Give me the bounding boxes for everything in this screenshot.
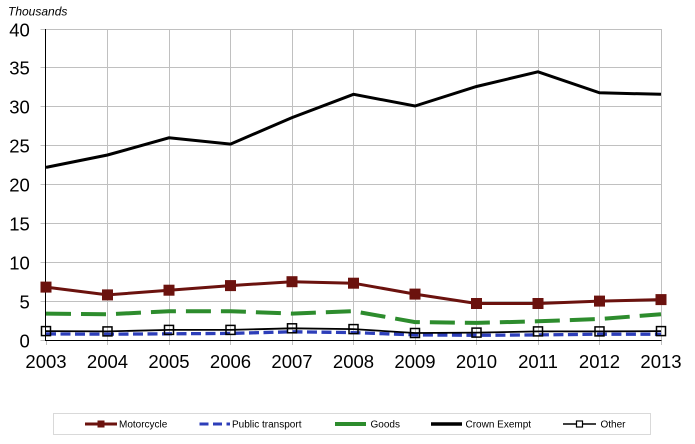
svg-text:2011: 2011 xyxy=(518,351,558,372)
svg-text:Goods: Goods xyxy=(371,420,400,431)
svg-text:2010: 2010 xyxy=(456,351,497,372)
svg-text:2008: 2008 xyxy=(333,351,374,372)
svg-text:2013: 2013 xyxy=(640,351,681,372)
svg-text:2006: 2006 xyxy=(210,351,251,372)
svg-text:5: 5 xyxy=(20,292,30,313)
svg-text:20: 20 xyxy=(9,175,30,196)
svg-text:2007: 2007 xyxy=(271,351,312,372)
svg-text:2012: 2012 xyxy=(579,351,620,372)
svg-text:0: 0 xyxy=(20,331,30,352)
svg-text:2005: 2005 xyxy=(148,351,189,372)
svg-text:25: 25 xyxy=(9,136,30,157)
svg-text:2004: 2004 xyxy=(87,351,128,372)
svg-text:Motorcycle: Motorcycle xyxy=(119,420,168,431)
svg-text:15: 15 xyxy=(9,214,30,235)
svg-text:40: 40 xyxy=(9,20,30,41)
svg-text:Other: Other xyxy=(601,420,627,431)
svg-text:2003: 2003 xyxy=(25,351,66,372)
svg-text:10: 10 xyxy=(9,253,30,274)
svg-text:Crown Exempt: Crown Exempt xyxy=(466,420,532,431)
svg-text:2009: 2009 xyxy=(394,351,435,372)
svg-text:Thousands: Thousands xyxy=(8,5,67,19)
svg-text:30: 30 xyxy=(9,97,30,118)
svg-text:35: 35 xyxy=(9,58,30,79)
svg-text:Public transport: Public transport xyxy=(232,420,302,431)
